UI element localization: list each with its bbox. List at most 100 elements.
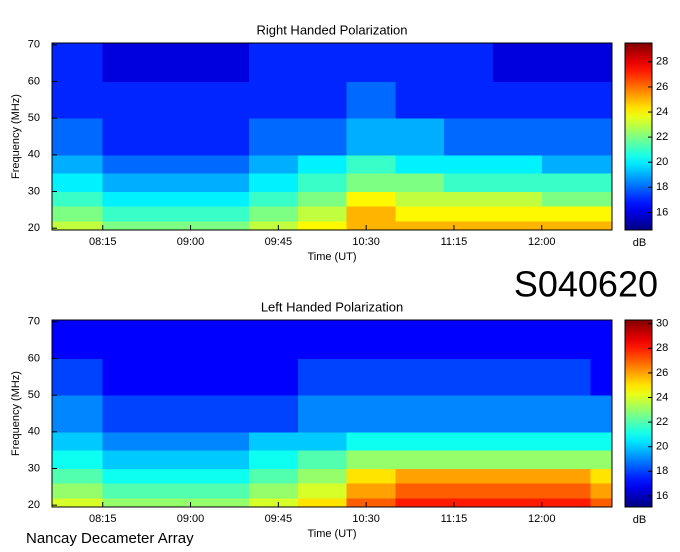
heatmap-cell	[590, 81, 613, 119]
heatmap-cell	[297, 320, 348, 359]
heatmap-cell	[444, 468, 494, 484]
heatmap-cell	[297, 395, 348, 433]
heatmap-cell	[346, 431, 396, 451]
heatmap-cell	[151, 81, 201, 119]
heatmap-cell	[541, 173, 592, 192]
heatmap-cell	[249, 191, 299, 207]
heatmap-cell	[541, 118, 592, 156]
heatmap-cell	[492, 450, 543, 469]
heatmap-cell	[297, 191, 348, 207]
colorbar	[624, 42, 653, 231]
heatmap-cell	[297, 81, 348, 119]
colorbar-tick-label: 24	[656, 106, 668, 118]
heatmap-cell	[249, 43, 299, 82]
heatmap-cell	[151, 358, 201, 396]
heatmap-cell	[249, 468, 299, 484]
heatmap-cell	[492, 358, 543, 396]
heatmap-cell	[52, 320, 104, 359]
heatmap-cell	[395, 118, 445, 156]
heatmap-cell	[200, 497, 250, 508]
chart-title: Left Handed Polarization	[261, 299, 403, 314]
heatmap-cell	[541, 497, 592, 508]
heatmap-cell	[297, 497, 348, 508]
heatmap-cell	[541, 320, 592, 359]
heatmap-cell	[492, 43, 543, 82]
heatmap-cell	[444, 43, 494, 82]
heatmap-cell	[249, 118, 299, 156]
heatmap-cell	[102, 468, 153, 484]
heatmap-cell	[249, 483, 299, 499]
heatmap-cell	[395, 483, 445, 499]
x-tick-label: 10:30	[352, 513, 380, 525]
heatmap-cell	[297, 358, 348, 396]
y-tick-label: 30	[28, 462, 40, 474]
heatmap-cell	[541, 220, 592, 231]
x-tick-label: 08:15	[89, 236, 117, 248]
heatmap-cell	[200, 191, 250, 207]
heatmap-cell	[541, 191, 592, 207]
heatmap-cell	[590, 220, 613, 231]
heatmap-cell	[444, 497, 494, 508]
heatmap-cell	[102, 358, 153, 396]
heatmap-cell	[52, 154, 104, 174]
y-axis-label: Frequency (MHz)	[10, 94, 22, 179]
heatmap-cell	[346, 358, 396, 396]
heatmap-cell	[200, 220, 250, 231]
colorbar-tick-label: 28	[656, 56, 668, 68]
heatmap-cell	[249, 154, 299, 174]
colorbar-tick-label: 26	[656, 367, 668, 379]
heatmap-cell	[102, 173, 153, 192]
x-tick-label: 09:00	[177, 513, 205, 525]
observation-id: S040620	[514, 264, 658, 305]
x-tick-label: 11:15	[441, 513, 468, 525]
heatmap-cell	[346, 395, 396, 433]
heatmap-cell	[492, 320, 543, 359]
heatmap-cell	[102, 118, 153, 156]
heatmap-cell	[151, 118, 201, 156]
heatmap-cell	[444, 81, 494, 119]
heatmap-cell	[249, 431, 299, 451]
heatmap-cell	[200, 118, 250, 156]
heatmap-cell	[151, 220, 201, 231]
heatmap-cell	[102, 191, 153, 207]
heatmap-cell	[395, 154, 445, 174]
y-tick-label: 40	[28, 149, 40, 161]
heatmap-cell	[52, 118, 104, 156]
heatmap-cell	[346, 320, 396, 359]
heatmap-cell	[52, 206, 104, 222]
heatmap-cell	[395, 191, 445, 207]
y-tick-label: 20	[28, 222, 40, 234]
heatmap-cell	[590, 118, 613, 156]
colorbar-tick-label: 18	[656, 181, 668, 193]
heatmap-cell	[297, 450, 348, 469]
heatmap-cell	[346, 118, 396, 156]
heatmap-cell	[151, 497, 201, 508]
heatmap-cell	[541, 206, 592, 222]
heatmap-cell	[200, 154, 250, 174]
heatmap-cell	[395, 468, 445, 484]
heatmap-cell	[395, 358, 445, 396]
heatmap-cell	[444, 154, 494, 174]
chart-title: Right Handed Polarization	[256, 22, 407, 37]
heatmap-cell	[590, 497, 613, 508]
heatmap-cell	[590, 468, 613, 484]
heatmap-cell	[444, 206, 494, 222]
heatmap-cell	[102, 497, 153, 508]
heatmap-cell	[200, 81, 250, 119]
heatmap-cell	[590, 320, 613, 359]
heatmap-cell	[249, 450, 299, 469]
heatmap-cell	[249, 206, 299, 222]
heatmap-cell	[249, 320, 299, 359]
heatmap-cell	[541, 395, 592, 433]
colorbar-tick-label: 16	[656, 206, 668, 218]
x-tick-label: 09:45	[265, 236, 293, 248]
heatmap-cell	[541, 154, 592, 174]
heatmap-cell	[492, 483, 543, 499]
heatmap-cell	[346, 206, 396, 222]
heatmap-cell	[541, 468, 592, 484]
heatmap-cell	[102, 154, 153, 174]
heatmap-cell	[151, 191, 201, 207]
colorbar-tick-label: 22	[656, 131, 668, 143]
heatmap-cell	[492, 81, 543, 119]
heatmap-cell	[249, 358, 299, 396]
